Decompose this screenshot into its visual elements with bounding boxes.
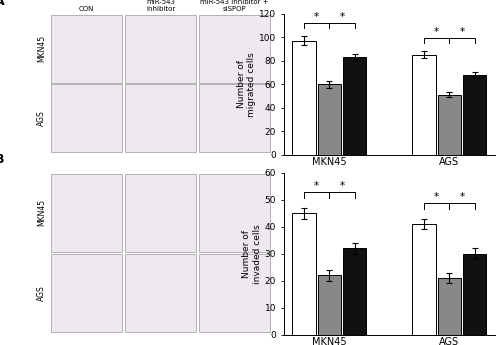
Bar <box>125 174 196 252</box>
Text: *: * <box>314 12 319 22</box>
Text: *: * <box>434 27 439 37</box>
Bar <box>463 254 486 335</box>
Text: *: * <box>340 12 344 22</box>
Bar <box>412 55 436 155</box>
Text: AGS: AGS <box>37 285 46 301</box>
Bar <box>199 174 270 252</box>
Text: miR-543
inhibitor: miR-543 inhibitor <box>146 0 175 12</box>
Text: *: * <box>460 192 464 202</box>
Text: A: A <box>0 0 4 8</box>
Text: CON: CON <box>79 7 94 12</box>
Text: miR-543 inhibitor +
siSPOP: miR-543 inhibitor + siSPOP <box>200 0 269 12</box>
Text: B: B <box>0 153 4 166</box>
Text: MKN45: MKN45 <box>37 35 46 62</box>
Bar <box>51 14 123 83</box>
Bar <box>51 254 123 332</box>
Bar <box>318 275 341 335</box>
Bar <box>438 95 461 155</box>
Text: AGS: AGS <box>37 110 46 126</box>
Bar <box>412 224 436 335</box>
Bar <box>463 75 486 155</box>
Bar <box>125 84 196 152</box>
Bar <box>51 174 123 252</box>
Bar <box>292 41 316 155</box>
Bar <box>199 14 270 83</box>
Text: *: * <box>314 181 319 191</box>
Bar <box>51 84 123 152</box>
Bar <box>125 254 196 332</box>
Bar <box>318 84 341 155</box>
Bar <box>438 278 461 335</box>
Bar <box>199 84 270 152</box>
Bar <box>199 254 270 332</box>
Bar <box>343 57 366 155</box>
Text: *: * <box>340 181 344 191</box>
Text: *: * <box>434 192 439 202</box>
Y-axis label: Number of
invaded cells: Number of invaded cells <box>242 224 262 284</box>
Bar <box>343 248 366 335</box>
Y-axis label: Number of
migrated cells: Number of migrated cells <box>236 52 256 117</box>
Text: *: * <box>460 27 464 37</box>
Text: MKN45: MKN45 <box>37 199 46 226</box>
Bar <box>292 213 316 335</box>
Bar <box>125 14 196 83</box>
